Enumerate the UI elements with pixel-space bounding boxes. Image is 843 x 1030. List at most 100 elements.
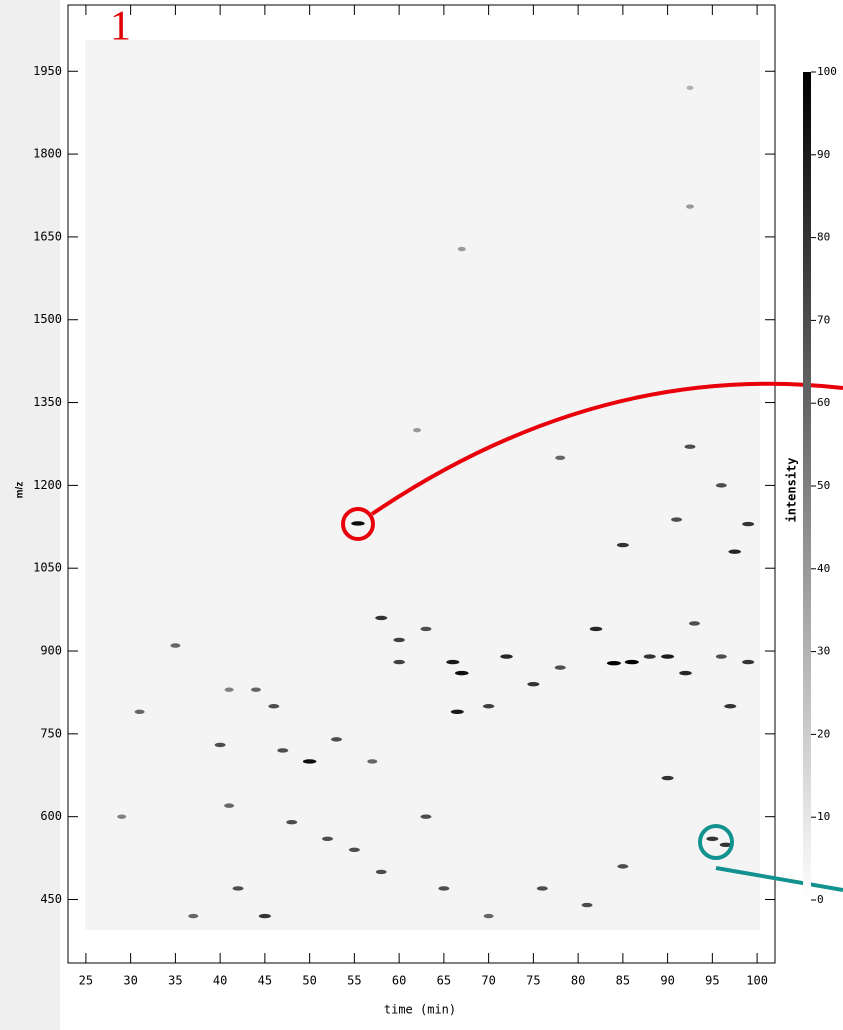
spot	[724, 704, 737, 709]
spot	[686, 85, 694, 91]
spot	[250, 687, 261, 692]
y-tick-label: 450	[40, 892, 62, 906]
colorbar-tick-label: 90	[817, 148, 830, 161]
colorbar-tick-label: 60	[817, 396, 830, 409]
spot	[536, 886, 548, 891]
y-tick-label: 600	[40, 809, 62, 823]
spot	[322, 836, 334, 841]
spot	[393, 637, 405, 643]
colorbar-tick-label: 10	[817, 810, 830, 823]
spot	[719, 842, 732, 848]
spot	[482, 704, 495, 709]
spot	[455, 670, 469, 676]
spot	[420, 814, 432, 819]
spot	[706, 836, 719, 841]
spot	[742, 521, 755, 527]
spot	[367, 759, 378, 764]
x-tick-label: 95	[705, 974, 719, 988]
y-tick-label: 1050	[33, 561, 62, 575]
spot	[616, 542, 629, 548]
spot	[413, 427, 422, 433]
spot	[450, 709, 464, 714]
spot	[715, 483, 727, 488]
spot	[170, 643, 181, 648]
spot	[438, 886, 450, 891]
x-tick-label: 25	[79, 974, 93, 988]
spot	[685, 204, 694, 209]
colorbar	[803, 72, 811, 900]
spot	[446, 659, 460, 665]
x-tick-label: 70	[481, 974, 495, 988]
spot	[742, 659, 755, 665]
colorbar-tick-label: 80	[817, 231, 830, 244]
y-tick-label: 1350	[33, 395, 62, 409]
x-tick-label: 35	[168, 974, 182, 988]
spot	[375, 869, 387, 875]
x-tick-label: 100	[746, 974, 768, 988]
spot	[483, 913, 494, 919]
x-tick-label: 75	[526, 974, 540, 988]
x-tick-label: 65	[437, 974, 451, 988]
x-tick-label: 30	[123, 974, 137, 988]
spot	[606, 660, 621, 666]
x-tick-label: 45	[258, 974, 272, 988]
y-tick-label: 1950	[33, 64, 62, 78]
spot	[715, 654, 727, 659]
x-tick-label: 90	[660, 974, 674, 988]
data-area	[85, 40, 760, 930]
colorbar-tick-label: 70	[817, 313, 830, 326]
highlight-circle	[341, 507, 375, 541]
spot	[393, 659, 405, 665]
y-tick-label: 1500	[33, 312, 62, 326]
spot	[420, 626, 432, 632]
x-tick-label: 50	[302, 974, 316, 988]
left-margin	[0, 0, 60, 1030]
spot	[684, 444, 696, 449]
spot	[554, 665, 566, 670]
spot	[117, 814, 127, 819]
spot	[527, 681, 540, 687]
spot	[348, 847, 360, 853]
y-axis-label: m/z	[15, 482, 26, 499]
spot	[581, 902, 593, 908]
spot	[728, 549, 741, 554]
colorbar-label: intensity	[785, 457, 799, 522]
y-tick-label: 750	[40, 726, 62, 740]
spot	[232, 886, 244, 891]
y-tick-label: 1650	[33, 229, 62, 243]
spot	[277, 748, 289, 753]
spot	[134, 709, 145, 714]
colorbar-tick-label: 30	[817, 645, 830, 658]
spot	[661, 775, 674, 781]
spot	[500, 654, 513, 659]
colorbar-tick-label: 0	[817, 893, 824, 906]
x-tick-label: 80	[571, 974, 585, 988]
spot	[589, 626, 603, 632]
spot	[457, 246, 466, 252]
marks	[117, 85, 755, 919]
spot	[224, 687, 234, 692]
spot	[375, 615, 388, 621]
spot	[224, 803, 235, 808]
spot	[351, 521, 365, 526]
x-tick-label: 55	[347, 974, 361, 988]
spot	[214, 742, 226, 748]
spot	[617, 864, 629, 869]
x-tick-label: 40	[213, 974, 227, 988]
colorbar-tick-label: 100	[817, 65, 837, 78]
spot	[671, 517, 683, 522]
spot	[555, 455, 566, 460]
highlight-circle	[698, 824, 734, 860]
spot	[258, 913, 271, 919]
y-tick-label: 1800	[33, 147, 62, 161]
callout-line	[715, 866, 843, 892]
colorbar-tick-label: 40	[817, 562, 830, 575]
spot	[302, 759, 317, 764]
spot	[643, 654, 656, 659]
x-tick-label: 85	[616, 974, 630, 988]
callout-line	[370, 381, 843, 516]
spot	[661, 654, 675, 659]
spot	[268, 704, 280, 709]
